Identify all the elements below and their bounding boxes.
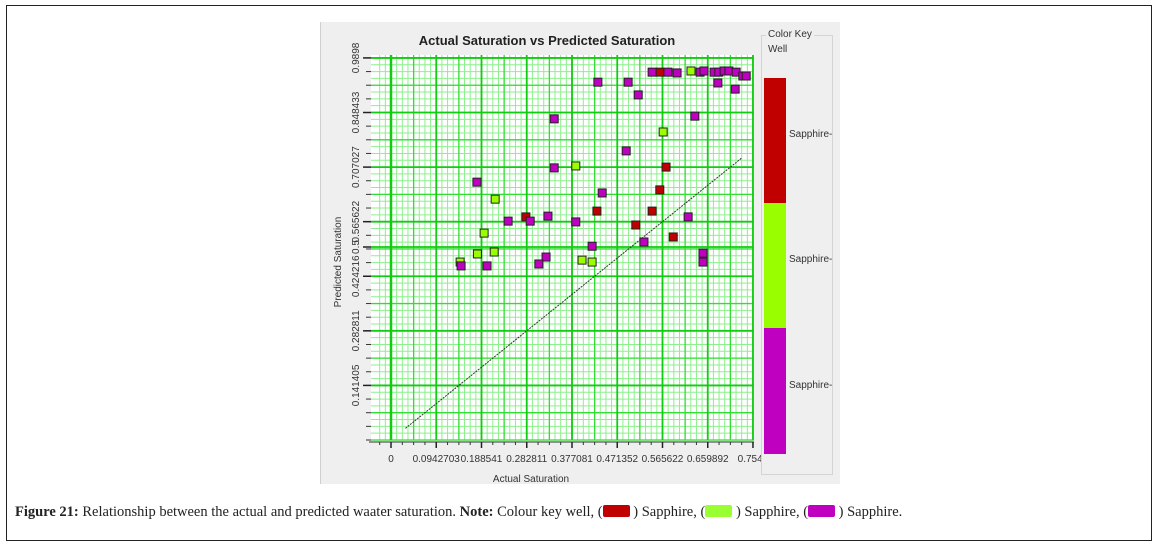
- caption-swatch-green: [705, 505, 733, 517]
- figure-caption: Figure 21: Relationship between the actu…: [15, 504, 902, 521]
- data-point-series-2: [482, 261, 492, 271]
- legend-label-1: Sapphire-: [789, 254, 833, 265]
- data-point-series-2: [698, 248, 708, 258]
- x-axis-label: Actual Saturation: [493, 474, 569, 484]
- y-tick-label: 0.282811: [351, 310, 362, 351]
- data-point-series-1: [686, 66, 696, 76]
- legend-label-2: Sapphire-: [789, 380, 833, 391]
- y-tick-label: 0.141405: [351, 364, 362, 406]
- legend-swatch-0: [764, 78, 786, 203]
- data-point-series-2: [699, 66, 709, 76]
- x-tick-label: 0.188541: [461, 454, 503, 465]
- data-point-series-0: [655, 67, 665, 77]
- data-point-series-2: [730, 84, 740, 94]
- data-point-series-1: [658, 127, 668, 137]
- legend-label-0: Sapphire-: [789, 129, 833, 140]
- data-point-series-2: [503, 216, 513, 226]
- data-point-series-2: [593, 77, 603, 87]
- data-point-series-0: [655, 185, 665, 195]
- caption-item-2: ) Sapphire.: [835, 504, 903, 520]
- data-point-series-2: [633, 90, 643, 100]
- data-point-series-1: [571, 161, 581, 171]
- caption-text: Relationship between the actual and pred…: [78, 504, 460, 520]
- data-point-series-2: [690, 111, 700, 121]
- data-point-series-2: [549, 163, 559, 173]
- data-point-series-2: [472, 177, 482, 187]
- data-point-series-1: [587, 257, 597, 267]
- y-tick-label: 0.565622: [351, 200, 362, 242]
- data-point-series-1: [479, 228, 489, 238]
- data-point-series-0: [631, 220, 641, 230]
- data-point-series-2: [623, 77, 633, 87]
- data-point-series-2: [597, 188, 607, 198]
- data-point-series-0: [592, 206, 602, 216]
- data-point-series-2: [698, 257, 708, 267]
- x-tick-label: 0.659892: [687, 454, 729, 465]
- caption-swatch-red: [602, 505, 630, 517]
- data-point-series-2: [639, 237, 649, 247]
- data-point-series-2: [549, 114, 559, 124]
- data-point-series-2: [541, 252, 551, 262]
- x-tick-label: 0.0942703: [413, 454, 461, 465]
- data-point-series-2: [571, 217, 581, 227]
- y-tick-label: 0.707027: [351, 146, 362, 188]
- x-tick-label: 0: [388, 454, 394, 465]
- data-point-series-2: [713, 78, 723, 88]
- caption-label: Figure 21:: [15, 504, 79, 520]
- data-point-series-2: [534, 259, 544, 269]
- caption-note-text: Colour key well, (: [493, 504, 603, 520]
- data-point-series-1: [490, 194, 500, 204]
- x-tick-label: 0.7541: [738, 454, 761, 465]
- y-tick-label: 0.5: [351, 240, 362, 254]
- data-point-series-2: [621, 146, 631, 156]
- y-tick-label: 0.848433: [351, 91, 362, 133]
- data-point-series-2: [525, 216, 535, 226]
- caption-item-0: ) Sapphire, (: [629, 504, 706, 520]
- legend-swatch-1: [764, 203, 786, 328]
- data-point-series-0: [661, 162, 671, 172]
- legend-subtitle: Well: [768, 44, 788, 55]
- data-point-series-2: [741, 71, 751, 81]
- caption-item-1: ) Sapphire, (: [732, 504, 809, 520]
- caption-note-label: Note:: [459, 504, 494, 520]
- x-tick-label: 0.471352: [596, 454, 638, 465]
- legend-swatch-2: [764, 328, 786, 454]
- data-point-series-1: [472, 249, 482, 259]
- data-point-series-1: [489, 247, 499, 257]
- data-point-series-1: [577, 255, 587, 265]
- data-point-series-2: [456, 261, 466, 271]
- legend-title: Color Key: [766, 29, 814, 40]
- data-point-series-2: [543, 211, 553, 221]
- caption-swatch-magenta: [808, 505, 836, 517]
- x-tick-label: 0.282811: [506, 454, 547, 465]
- y-axis-label: Predicted Saturation: [333, 217, 344, 308]
- data-point-series-2: [672, 68, 682, 78]
- x-tick-label: 0.377081: [551, 454, 593, 465]
- chart-panel: Actual Saturation vs Predicted Saturatio…: [320, 22, 840, 484]
- data-point-series-2: [647, 67, 657, 77]
- data-point-series-2: [663, 67, 673, 77]
- data-point-series-0: [647, 206, 657, 216]
- data-point-series-2: [587, 241, 597, 251]
- scatter-plot: 0 0.0942703 0.188541 0.282811 0.377081 0.4713…: [333, 42, 761, 484]
- chart-title: Actual Saturation vs Predicted Saturatio…: [418, 33, 676, 48]
- data-point-series-2: [683, 212, 693, 222]
- y-tick-label: 0.424216: [351, 255, 362, 297]
- x-tick-label: 0.565622: [642, 454, 684, 465]
- data-point-series-0: [668, 232, 678, 242]
- y-tick-label: 0.9898: [351, 42, 362, 73]
